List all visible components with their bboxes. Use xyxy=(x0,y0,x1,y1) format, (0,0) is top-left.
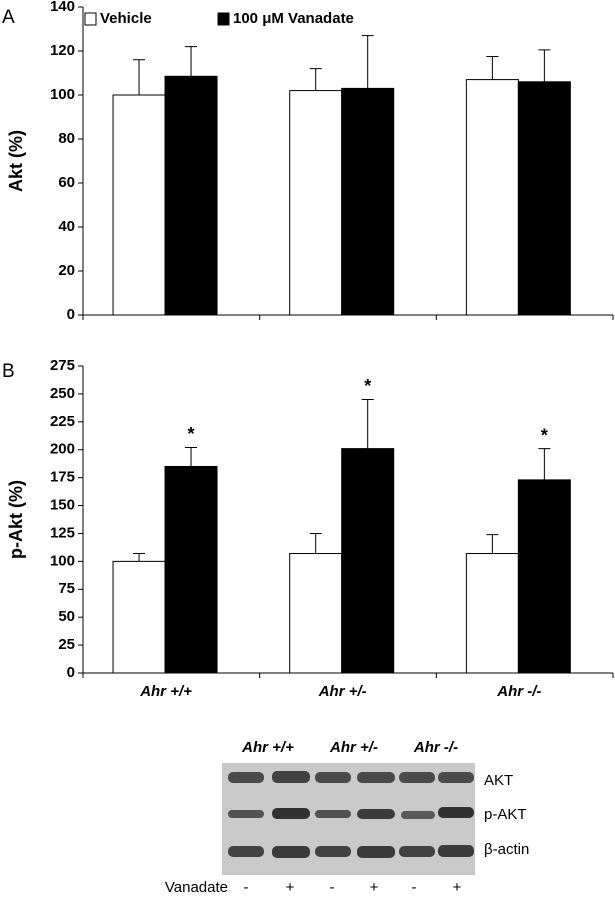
error-bar xyxy=(538,49,551,82)
error-bar xyxy=(361,35,374,89)
treatment-label: Vanadate xyxy=(165,879,228,896)
y-tick-label: 40 xyxy=(58,218,75,235)
significance-mark: * xyxy=(541,425,548,445)
bar xyxy=(517,479,571,674)
y-tick-label: 80 xyxy=(58,130,75,147)
legend-label: 100 μM Vanadate xyxy=(233,10,354,27)
treatment-sign: - xyxy=(412,879,417,896)
y-tick-label: 75 xyxy=(58,580,75,597)
bar xyxy=(465,553,519,674)
bar xyxy=(164,75,218,316)
y-tick-label: 140 xyxy=(50,0,75,15)
x-tick-label: Ahr +/+ xyxy=(139,683,192,700)
y-tick-label: 175 xyxy=(50,469,75,486)
y-tick-label: 120 xyxy=(50,42,75,59)
x-tick-label: Ahr -/- xyxy=(496,683,541,700)
y-tick-label: 20 xyxy=(58,262,75,279)
y-axis-label: p-Akt (%) xyxy=(6,480,26,559)
blot-bands xyxy=(228,771,474,858)
significance-mark: * xyxy=(188,424,195,444)
panel-label: A xyxy=(2,7,15,28)
bar xyxy=(164,465,218,674)
y-tick-label: 25 xyxy=(58,636,75,653)
error-bar xyxy=(538,448,551,480)
treatment-sign: + xyxy=(286,879,295,896)
bar xyxy=(289,90,343,316)
treatment-sign: + xyxy=(453,879,462,896)
error-bar xyxy=(309,68,322,91)
y-tick-label: 0 xyxy=(67,664,75,681)
blot-lane-label: Ahr +/- xyxy=(329,739,378,756)
treatment-sign: + xyxy=(370,879,379,896)
blot-row-label: β-actin xyxy=(484,841,529,858)
y-tick-label: 225 xyxy=(50,413,75,430)
y-tick-label: 125 xyxy=(50,524,75,541)
error-bar xyxy=(185,446,198,467)
blot-lane-label: Ahr +/+ xyxy=(241,739,294,756)
bar xyxy=(517,81,571,316)
blot-lane-label: Ahr -/- xyxy=(413,739,458,756)
bar xyxy=(289,553,343,674)
bar xyxy=(341,448,395,674)
error-bar xyxy=(133,553,146,562)
bar xyxy=(112,560,166,674)
y-tick-label: 60 xyxy=(58,174,75,191)
blot-row-label: p-AKT xyxy=(484,806,527,823)
error-bar xyxy=(309,532,322,554)
y-tick-label: 0 xyxy=(67,306,75,323)
y-tick-label: 100 xyxy=(50,86,75,103)
treatment-sign: - xyxy=(330,879,335,896)
y-tick-label: 275 xyxy=(50,357,75,374)
blot-row-label: AKT xyxy=(484,772,513,789)
bar xyxy=(112,94,166,316)
y-tick-label: 200 xyxy=(50,441,75,458)
y-tick-label: 100 xyxy=(50,552,75,569)
error-bar xyxy=(486,56,499,80)
y-tick-label: 150 xyxy=(50,497,75,514)
error-bar xyxy=(185,46,198,77)
error-bar xyxy=(133,59,146,95)
error-bar xyxy=(486,534,499,554)
x-tick-label: Ahr +/- xyxy=(318,683,367,700)
legend-swatch xyxy=(84,12,97,26)
panel-label: B xyxy=(2,361,15,382)
legend-swatch xyxy=(217,12,230,26)
treatment-sign: - xyxy=(244,879,249,896)
significance-mark: * xyxy=(364,376,371,396)
error-bar xyxy=(361,398,374,449)
y-axis-label: Akt (%) xyxy=(6,130,26,192)
legend-label: Vehicle xyxy=(100,10,152,27)
y-tick-label: 250 xyxy=(50,385,75,402)
bar xyxy=(341,87,395,316)
y-tick-label: 50 xyxy=(58,608,75,625)
bar xyxy=(465,79,519,316)
